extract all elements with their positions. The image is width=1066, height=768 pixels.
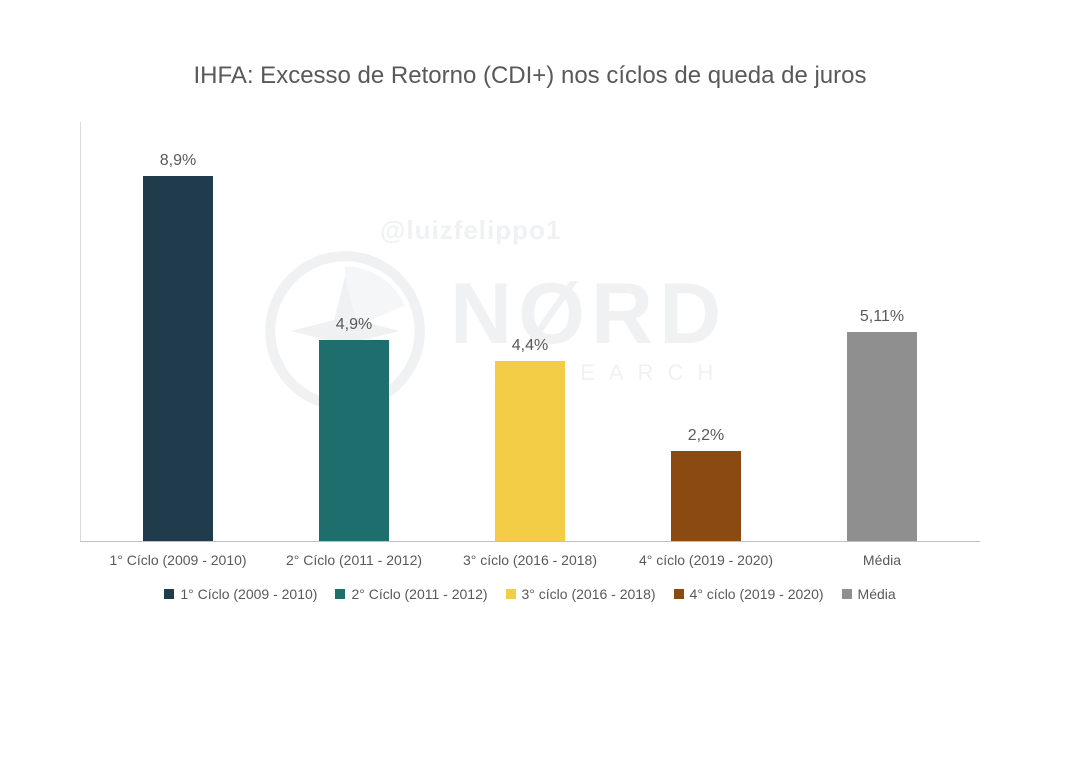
x-label: 1° Cíclo (2009 - 2010): [90, 552, 266, 568]
legend-swatch: [506, 589, 516, 599]
legend: 1° Cíclo (2009 - 2010) 2° Cíclo (2011 - …: [80, 586, 980, 602]
legend-label: 2° Cíclo (2011 - 2012): [351, 586, 487, 602]
bar-3: [671, 451, 741, 541]
bar-group-4: 5,11%: [794, 122, 970, 541]
bar-group-1: 4,9%: [266, 122, 442, 541]
x-label: 3° cíclo (2016 - 2018): [442, 552, 618, 568]
bar-value-label: 4,4%: [512, 337, 548, 355]
bar-value-label: 2,2%: [688, 427, 724, 445]
x-axis-labels: 1° Cíclo (2009 - 2010) 2° Cíclo (2011 - …: [80, 542, 980, 568]
x-label: 2° Cíclo (2011 - 2012): [266, 552, 442, 568]
legend-item-3: 4° cíclo (2019 - 2020): [674, 586, 824, 602]
bar-0: [143, 176, 213, 541]
legend-item-1: 2° Cíclo (2011 - 2012): [335, 586, 487, 602]
bar-2: [495, 361, 565, 542]
legend-label: 4° cíclo (2019 - 2020): [690, 586, 824, 602]
x-label: 4° cíclo (2019 - 2020): [618, 552, 794, 568]
legend-swatch: [674, 589, 684, 599]
plot-area: 8,9% 4,9% 4,4% 2,2% 5,11%: [80, 122, 980, 542]
legend-label: Média: [858, 586, 896, 602]
bar-value-label: 8,9%: [160, 152, 196, 170]
legend-item-4: Média: [842, 586, 896, 602]
legend-label: 1° Cíclo (2009 - 2010): [180, 586, 317, 602]
legend-item-0: 1° Cíclo (2009 - 2010): [164, 586, 317, 602]
bar-1: [319, 340, 389, 541]
x-label: Média: [794, 552, 970, 568]
legend-swatch: [842, 589, 852, 599]
bar-value-label: 4,9%: [336, 316, 372, 334]
chart-container: IHFA: Excesso de Retorno (CDI+) nos cícl…: [80, 60, 980, 700]
bar-value-label: 5,11%: [860, 308, 904, 326]
bar-group-0: 8,9%: [90, 122, 266, 541]
legend-swatch: [335, 589, 345, 599]
bar-group-2: 4,4%: [442, 122, 618, 541]
legend-label: 3° cíclo (2016 - 2018): [522, 586, 656, 602]
legend-item-2: 3° cíclo (2016 - 2018): [506, 586, 656, 602]
bar-group-3: 2,2%: [618, 122, 794, 541]
y-axis-line: [80, 122, 81, 541]
legend-swatch: [164, 589, 174, 599]
bar-4: [847, 332, 917, 542]
chart-title: IHFA: Excesso de Retorno (CDI+) nos cícl…: [80, 60, 980, 92]
